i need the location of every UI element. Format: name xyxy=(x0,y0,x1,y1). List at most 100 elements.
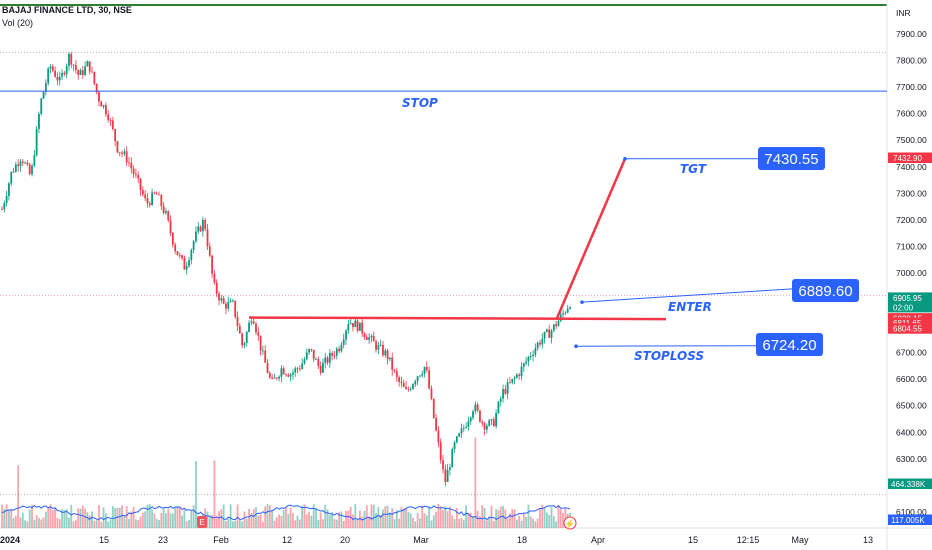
volume-bar xyxy=(250,513,253,528)
event-icon-flash[interactable]: ⚡ xyxy=(563,516,577,530)
stoploss-box[interactable] xyxy=(756,333,823,356)
candle-body xyxy=(446,469,449,482)
candle-body xyxy=(144,194,147,199)
volume-bar xyxy=(88,515,91,528)
candle-body xyxy=(105,105,107,115)
candle-body xyxy=(442,460,444,470)
volume-badge xyxy=(888,514,932,525)
candle-body xyxy=(107,114,110,120)
volume-bar xyxy=(128,518,130,528)
volume-bar xyxy=(536,518,539,528)
candle-body xyxy=(31,165,33,175)
volume-bar xyxy=(375,513,377,528)
volume-bar xyxy=(310,515,313,528)
candle-body xyxy=(552,324,555,331)
candle-body xyxy=(178,255,181,256)
volume-bar xyxy=(273,520,276,528)
volume-bar xyxy=(338,512,341,528)
volume-bar xyxy=(499,506,502,528)
volume-legend[interactable]: Vol (20) xyxy=(2,18,34,28)
price-badge-sub: 02:00 xyxy=(893,303,914,312)
target-box[interactable] xyxy=(758,147,825,170)
volume-bar xyxy=(160,513,163,528)
candle-body xyxy=(522,363,525,367)
candle-body xyxy=(56,76,59,81)
candle-body xyxy=(141,189,144,195)
volume-bar xyxy=(412,517,414,528)
candle-body xyxy=(361,322,364,334)
candle-body xyxy=(460,428,463,434)
candle-body xyxy=(197,226,200,232)
candle-body xyxy=(146,198,149,204)
volume-bar xyxy=(275,517,278,528)
volume-bar xyxy=(467,512,470,528)
candle-body xyxy=(148,203,151,205)
volume-bar xyxy=(208,516,211,528)
candle-body xyxy=(354,320,357,328)
currency-label[interactable]: INR xyxy=(896,8,911,18)
candle-body xyxy=(158,194,160,196)
candle-body xyxy=(252,321,255,324)
volume-badge xyxy=(888,478,932,489)
time-tick-label: Apr xyxy=(591,535,605,545)
volume-bar xyxy=(518,515,521,528)
candle-body xyxy=(518,374,521,377)
volume-bar xyxy=(35,515,38,528)
candle-body xyxy=(287,374,290,377)
time-tick-label: 20 xyxy=(340,535,350,545)
symbol-legend[interactable]: BAJAJ FINANCE LTD, 30, NSE xyxy=(2,5,132,15)
candle-body xyxy=(3,203,6,210)
candle-body xyxy=(229,300,232,303)
volume-bar xyxy=(432,515,435,528)
volume-bar xyxy=(400,507,403,528)
candle-body xyxy=(370,335,373,338)
candle-body xyxy=(476,404,479,411)
candle-body xyxy=(372,335,375,342)
candle-body xyxy=(81,70,84,75)
candle-body xyxy=(479,410,481,422)
candle-body xyxy=(160,194,163,207)
candle-body xyxy=(38,114,40,129)
candle-body xyxy=(419,375,421,377)
candle-body xyxy=(42,91,45,99)
candle-body xyxy=(250,321,253,323)
volume-bar xyxy=(268,505,271,528)
candle-body xyxy=(317,359,320,366)
time-axis[interactable]: 2024 15 23 Feb 12 20 Mar 18 Apr 15 12:15 May 13 xyxy=(0,535,873,545)
volume-bar xyxy=(125,505,128,528)
candle-body xyxy=(432,398,435,418)
volume-bar xyxy=(358,510,361,528)
candle-body xyxy=(8,183,10,196)
candle-body xyxy=(308,349,310,353)
candle-body xyxy=(26,162,29,165)
candle-body xyxy=(102,105,105,107)
price-axis[interactable]: 6100.006200.006300.006400.006500.006600.… xyxy=(896,29,927,517)
candle-body xyxy=(1,209,3,211)
volume-bar xyxy=(132,506,135,528)
candle-body xyxy=(167,211,170,221)
volume-bar xyxy=(442,509,444,528)
target-trend-line[interactable] xyxy=(555,158,627,319)
resistance-line[interactable] xyxy=(248,316,667,321)
volume-bar xyxy=(280,516,283,528)
candle-body xyxy=(421,373,424,376)
candle-body xyxy=(5,195,8,204)
candle-body xyxy=(51,66,54,71)
volume-bar xyxy=(324,504,327,528)
candle-body xyxy=(245,331,248,344)
candle-body xyxy=(109,119,112,121)
volume-bars xyxy=(1,437,571,528)
enter-box[interactable] xyxy=(792,279,859,302)
chart-area[interactable] xyxy=(0,0,887,528)
candle-body xyxy=(377,345,380,350)
candle-body xyxy=(74,65,77,71)
target-point xyxy=(623,156,627,161)
volume-bar xyxy=(234,520,237,528)
candle-body xyxy=(234,300,237,318)
candle-body xyxy=(204,219,207,230)
time-tick-label: May xyxy=(791,535,809,545)
candle-body xyxy=(215,282,218,294)
candle-body xyxy=(273,377,276,379)
event-icon-e[interactable]: E xyxy=(197,516,207,528)
